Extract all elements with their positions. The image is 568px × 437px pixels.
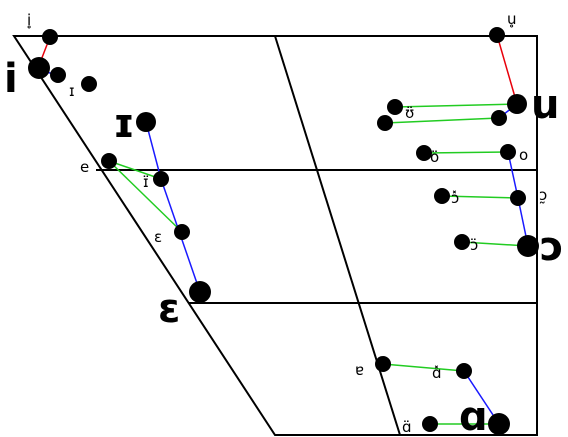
- dot-I-big: [136, 112, 156, 132]
- label-i-top: i̥: [27, 11, 31, 29]
- label-u-small: ʊ̈: [405, 104, 414, 122]
- dot-i-right: [81, 76, 97, 92]
- u-red-line: [496, 34, 518, 105]
- label-u-big: u: [531, 82, 559, 128]
- label-e-small: e: [80, 158, 89, 176]
- label-o-left: ö: [430, 148, 439, 166]
- dot-oo-left-2: [454, 234, 470, 250]
- dot-a-big: [488, 413, 510, 435]
- dot-u-small-1: [387, 99, 403, 115]
- label-a-small: ɑ̈: [402, 418, 412, 436]
- e-green-line-1: [108, 160, 162, 180]
- label-a-star: ɑ̽: [432, 364, 442, 382]
- dot-oo-right: [510, 190, 526, 206]
- dot-e-low: [375, 356, 391, 372]
- dot-u-top: [489, 27, 505, 43]
- dot-u-small-2: [377, 115, 393, 131]
- label-o-right: o: [519, 146, 528, 164]
- o-green-line: [423, 151, 509, 154]
- central-line: [274, 35, 401, 436]
- dot-e-small: [101, 153, 117, 169]
- label-oo-big: ɔ: [540, 224, 564, 270]
- oo-green-line-1: [441, 195, 519, 199]
- label-eps-small: ɛ: [154, 228, 162, 246]
- dot-oo-big: [517, 235, 539, 257]
- label-oo-left-2: ɔ̈: [470, 236, 478, 254]
- dot-o-right: [500, 144, 516, 160]
- label-i-r: ɪ: [69, 82, 75, 100]
- label-oo-right: ɔ̰: [539, 186, 547, 204]
- dot-i-mid: [50, 67, 66, 83]
- dot-a-star: [456, 363, 472, 379]
- label-oo-left: ɔ̽: [451, 189, 459, 207]
- dot-oo-left: [434, 188, 450, 204]
- u-green-line-1: [394, 103, 518, 108]
- dot-u-big: [507, 94, 527, 114]
- label-eps-big: ɛ: [158, 286, 180, 332]
- dot-i-big: [28, 57, 50, 79]
- u-green-line-2: [384, 117, 500, 124]
- dot-a-small: [422, 416, 438, 432]
- label-e-low: ɐ: [355, 361, 364, 379]
- label-a-big: ɑ: [459, 394, 488, 437]
- dot-I-small: [153, 171, 169, 187]
- dot-i-top: [42, 29, 58, 45]
- dot-eps-small: [174, 224, 190, 240]
- dot-eps-big: [189, 281, 211, 303]
- dot-u-right: [491, 110, 507, 126]
- oo-green-line-2: [461, 241, 529, 247]
- label-i-big: i: [4, 56, 18, 102]
- a-green-line-1: [382, 363, 465, 372]
- label-I-small: ɪ̈: [143, 173, 149, 191]
- e-green-line-2: [108, 160, 183, 233]
- vowel-trapezoid: [12, 35, 538, 436]
- dot-o-left: [416, 145, 432, 161]
- label-u-top: u̥: [507, 10, 517, 28]
- label-I-big: ɪ: [113, 101, 135, 147]
